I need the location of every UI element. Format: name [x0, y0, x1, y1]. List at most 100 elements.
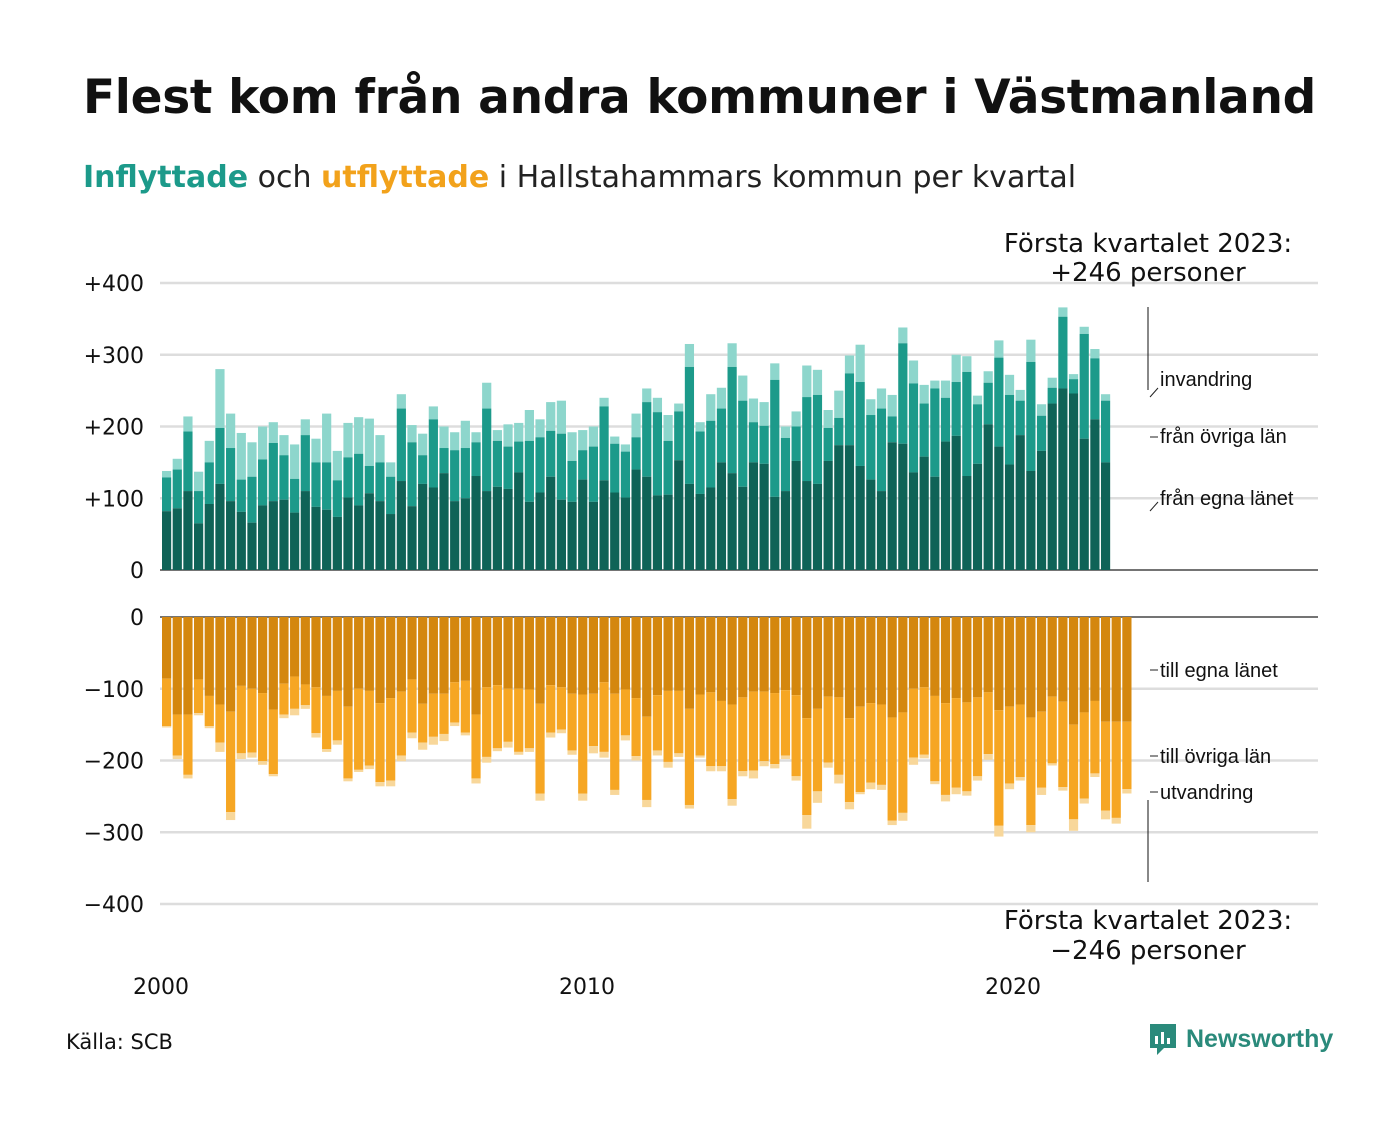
bar-inflow-other-counties [1068, 379, 1079, 394]
series-label-inflow: invandring [1160, 369, 1252, 391]
bar-outflow-other-counties [716, 700, 727, 767]
bar-inflow-own-county [450, 501, 460, 570]
bar-inflow-immigration [770, 363, 780, 380]
bar-outflow-emigration [578, 793, 588, 801]
bar-inflow-immigration [876, 388, 887, 409]
bar-outflow-emigration [300, 705, 310, 709]
bar-inflow-own-county [759, 463, 769, 570]
bar-inflow-other-counties [716, 408, 727, 463]
bar-inflow-immigration [1036, 404, 1047, 416]
bar-inflow-immigration [460, 420, 470, 449]
bar-outflow-other-counties [535, 703, 545, 794]
bar-inflow-own-county [1004, 464, 1015, 570]
bar-outflow-other-counties [994, 710, 1004, 826]
bar-inflow-own-county [503, 488, 513, 570]
bar-inflow-other-counties [578, 450, 588, 480]
bar-outflow-own-county [183, 617, 193, 715]
bar-inflow-immigration [1079, 326, 1089, 334]
bar-outflow-own-county [546, 617, 556, 686]
bar-inflow-own-county [279, 499, 289, 570]
bar-inflow-immigration [503, 424, 513, 447]
bar-outflow-own-county [631, 617, 641, 699]
bar-inflow-own-county [418, 483, 428, 570]
bar-outflow-own-county [972, 617, 983, 698]
bar-inflow-immigration [364, 418, 374, 466]
bar-inflow-own-county [546, 476, 556, 570]
bar-outflow-own-county [460, 617, 470, 681]
bar-outflow-emigration [844, 802, 855, 810]
bar-outflow-emigration [322, 749, 332, 752]
y-tick-bottom: −400 [84, 893, 144, 918]
bar-outflow-other-counties [674, 690, 684, 754]
bar-inflow-other-counties [908, 383, 919, 473]
bar-inflow-immigration [556, 400, 566, 434]
bar-outflow-own-county [940, 617, 951, 704]
bar-outflow-other-counties [322, 695, 332, 750]
bar-outflow-other-counties [802, 718, 812, 816]
bar-outflow-other-counties [567, 693, 577, 751]
bar-outflow-emigration [535, 793, 545, 801]
bar-outflow-own-county [770, 617, 780, 694]
bar-outflow-other-counties [1036, 711, 1047, 788]
bar-inflow-other-counties [972, 404, 983, 464]
bar-outflow-own-county [1079, 617, 1089, 713]
bar-outflow-other-counties [343, 706, 353, 779]
bar-outflow-other-counties [610, 693, 620, 790]
bar-outflow-emigration [1122, 789, 1132, 794]
bar-outflow-emigration [652, 750, 663, 756]
bar-outflow-emigration [204, 726, 214, 729]
bar-inflow-other-counties [1079, 333, 1089, 439]
bar-inflow-own-county [962, 476, 972, 570]
bar-outflow-own-county [588, 617, 598, 694]
bar-outflow-other-counties [919, 687, 929, 755]
bar-inflow-own-county [471, 476, 481, 570]
bar-inflow-immigration [631, 413, 641, 438]
bar-outflow-own-county [951, 617, 961, 699]
bar-outflow-emigration [823, 762, 833, 768]
bar-outflow-emigration [471, 778, 481, 784]
bar-inflow-other-counties [471, 442, 481, 477]
bar-outflow-own-county [748, 617, 759, 692]
bar-inflow-other-counties [812, 394, 823, 484]
bar-outflow-own-county [236, 617, 246, 686]
bar-inflow-other-counties [748, 422, 759, 463]
bar-outflow-emigration [396, 755, 406, 762]
bar-inflow-own-county [866, 479, 876, 570]
bar-outflow-emigration [887, 820, 897, 826]
bar-inflow-immigration [354, 417, 364, 454]
bar-inflow-immigration [930, 380, 940, 389]
y-tick-top: +300 [84, 344, 144, 369]
bar-outflow-own-county [908, 617, 919, 689]
bar-outflow-own-county [674, 617, 684, 691]
bar-inflow-own-county [258, 505, 268, 570]
bar-outflow-other-counties [706, 692, 716, 767]
bar-outflow-own-county [258, 617, 268, 694]
bar-outflow-other-counties [386, 698, 396, 781]
bar-inflow-immigration [940, 380, 951, 398]
bar-outflow-own-county [802, 617, 812, 719]
bar-outflow-own-county [855, 617, 865, 707]
bar-inflow-immigration [898, 327, 908, 344]
bar-inflow-other-counties [684, 366, 695, 484]
bar-outflow-emigration [450, 722, 460, 727]
bar-outflow-other-counties [834, 697, 844, 775]
annotation-top-line2: +246 personer [1050, 258, 1246, 288]
bar-outflow-own-county [1100, 617, 1111, 722]
bar-inflow-own-county [834, 445, 844, 570]
bar-inflow-own-county [588, 501, 598, 570]
bar-inflow-immigration [1058, 307, 1068, 317]
bar-inflow-other-counties [364, 465, 374, 494]
bar-inflow-immigration [396, 394, 406, 409]
bar-inflow-immigration [204, 440, 214, 463]
bar-outflow-own-county [172, 617, 182, 715]
bar-outflow-other-counties [407, 679, 417, 733]
bar-outflow-other-counties [396, 691, 406, 756]
bar-inflow-immigration [716, 387, 727, 409]
bar-outflow-other-counties [1068, 724, 1079, 820]
bar-inflow-other-counties [1036, 415, 1047, 451]
bar-outflow-other-counties [172, 714, 182, 756]
bar-inflow-other-counties [1100, 400, 1111, 463]
bar-inflow-immigration [1068, 374, 1079, 380]
bar-inflow-other-counties [620, 451, 631, 498]
bar-outflow-emigration [514, 751, 524, 755]
